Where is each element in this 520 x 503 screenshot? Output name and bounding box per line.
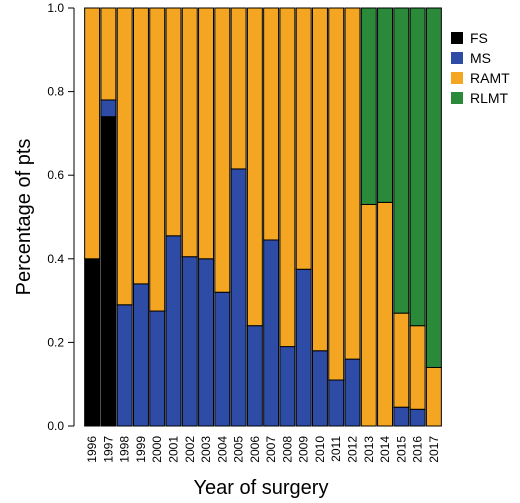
- y-tick-label: 0.8: [47, 85, 64, 99]
- bar-segment-ramt-1996: [84, 7, 101, 260]
- bar-segment-ramt-2017: [425, 366, 442, 427]
- x-tick-label: 2004: [215, 436, 229, 463]
- bar-segment-ramt-2012: [344, 7, 361, 360]
- x-tick-label: 2015: [394, 436, 408, 463]
- x-tick-label: 2010: [313, 436, 327, 463]
- legend-label-ms: MS: [470, 50, 491, 66]
- x-tick-label: 2005: [232, 436, 246, 463]
- legend-swatch-ms: [451, 52, 463, 64]
- bar-segment-ramt-2011: [328, 7, 345, 381]
- bar-segment-ms-2005: [230, 168, 247, 427]
- bar-segment-ramt-2014: [377, 201, 394, 427]
- bar-segment-ramt-2003: [198, 7, 215, 260]
- x-tick-label: 1997: [101, 436, 115, 463]
- legend-label-rlmt: RLMT: [470, 90, 509, 106]
- y-tick-label: 0.6: [47, 168, 64, 182]
- x-tick-label: 1998: [118, 436, 132, 463]
- x-tick-label: 2007: [264, 436, 278, 463]
- bar-segment-ms-2004: [214, 291, 231, 427]
- y-tick-label: 0.2: [47, 335, 64, 349]
- legend-swatch-ramt: [451, 72, 463, 84]
- bar-segment-ms-1998: [116, 304, 133, 427]
- bar-segment-ms-2011: [328, 379, 345, 427]
- bar-segment-ms-1997: [100, 99, 117, 118]
- x-tick-label: 2003: [199, 436, 213, 463]
- bar-segment-ms-2009: [295, 268, 312, 427]
- x-tick-label: 2012: [346, 436, 360, 463]
- legend-swatch-fs: [451, 32, 463, 44]
- y-tick-label: 1.0: [47, 1, 64, 15]
- y-tick-label: 0.0: [47, 419, 64, 433]
- bar-segment-ms-2002: [181, 256, 198, 427]
- legend: FS MS RAMT RLMT: [451, 30, 510, 106]
- x-axis-title: Year of surgery: [194, 477, 329, 499]
- bars-group: [84, 7, 442, 427]
- x-tick-label: 2000: [150, 436, 164, 463]
- bar-segment-ramt-2015: [393, 312, 410, 408]
- bar-segment-ramt-2007: [263, 7, 280, 241]
- bar-segment-rlmt-2014: [377, 7, 394, 203]
- bar-segment-ms-2000: [149, 310, 166, 427]
- y-tick-label: 0.4: [47, 252, 64, 266]
- bar-segment-fs-1996: [84, 258, 101, 427]
- x-tick-label: 2002: [183, 436, 197, 463]
- x-tick-label: 2011: [329, 436, 343, 462]
- bar-segment-rlmt-2013: [360, 7, 377, 205]
- y-axis-title: Percentage of pts: [13, 139, 35, 296]
- x-tick-label: 1999: [134, 436, 148, 463]
- legend-label-ramt: RAMT: [470, 70, 510, 86]
- legend-swatch-rlmt: [451, 92, 463, 104]
- x-tick-label: 2016: [411, 436, 425, 463]
- bar-segment-ramt-2016: [409, 325, 426, 410]
- bar-segment-fs-1997: [100, 116, 117, 427]
- bar-segment-rlmt-2017: [425, 7, 442, 368]
- bar-segment-ms-2001: [165, 235, 182, 427]
- bar-segment-ramt-2000: [149, 7, 166, 312]
- bar-segment-ms-2016: [409, 408, 426, 427]
- bar-segment-ms-2003: [198, 258, 215, 427]
- bar-segment-ramt-1997: [100, 7, 117, 101]
- bar-segment-ramt-2001: [165, 7, 182, 237]
- bar-segment-ms-2008: [279, 346, 296, 427]
- bar-segment-ramt-2010: [311, 7, 328, 352]
- bar-segment-ms-2006: [246, 325, 263, 427]
- bar-segment-ramt-2002: [181, 7, 198, 258]
- bar-segment-ms-1999: [132, 283, 149, 427]
- y-axis: 0.0 0.2 0.4 0.6 0.8 1.0: [47, 1, 75, 433]
- x-tick-label: 2013: [362, 436, 376, 463]
- bar-segment-ramt-1998: [116, 7, 133, 306]
- bar-segment-ms-2010: [311, 350, 328, 427]
- bar-segment-rlmt-2015: [393, 7, 410, 314]
- bar-segment-ramt-2004: [214, 7, 231, 293]
- x-axis: 1996 1997 1998 1999 2000 2001 2002 2003 2004 2005…: [85, 436, 441, 463]
- x-tick-label: 1996: [85, 436, 99, 463]
- bar-segment-ramt-2013: [360, 203, 377, 427]
- bar-segment-ramt-2006: [246, 7, 263, 327]
- bar-segment-rlmt-2016: [409, 7, 426, 327]
- bar-segment-ramt-2005: [230, 7, 247, 170]
- x-tick-label: 2008: [280, 436, 294, 463]
- x-tick-label: 2017: [427, 436, 441, 463]
- x-tick-label: 2001: [167, 436, 181, 463]
- bar-segment-ms-2012: [344, 358, 361, 427]
- bar-segment-ramt-2008: [279, 7, 296, 348]
- x-tick-label: 2009: [297, 436, 311, 463]
- x-tick-label: 2006: [248, 436, 262, 463]
- bar-segment-ms-2015: [393, 406, 410, 427]
- bar-segment-ramt-2009: [295, 7, 312, 270]
- legend-label-fs: FS: [470, 30, 488, 46]
- bar-segment-ms-2007: [263, 239, 280, 427]
- bar-segment-ramt-1999: [132, 7, 149, 285]
- x-tick-label: 2014: [378, 436, 392, 463]
